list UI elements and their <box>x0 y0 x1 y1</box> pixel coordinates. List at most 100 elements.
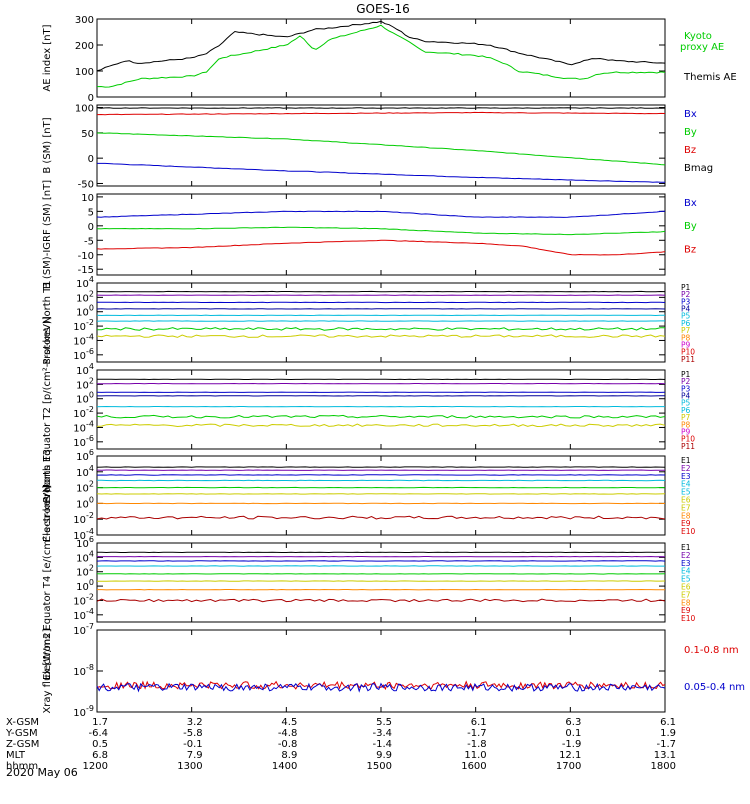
orbit-cell: -1.8 <box>467 739 487 750</box>
y-tick-label: 0 <box>88 93 94 104</box>
y-tick-label: 10-6 <box>73 347 94 362</box>
orbit-cell: -0.8 <box>278 739 298 750</box>
y-tick-label: 10-2 <box>73 511 94 526</box>
orbit-cell: -1.7 <box>656 739 676 750</box>
series-line-bmag <box>97 108 665 109</box>
series-line-bx <box>97 163 665 182</box>
legend-entry-e10: E10 <box>681 614 696 623</box>
y-tick-label: -5 <box>84 236 94 247</box>
y-axis-label: AE index [nT] <box>42 24 53 91</box>
orbit-row-label: Z-GSM <box>6 739 39 750</box>
legend-entry-kyoto: Kyoto <box>684 31 712 42</box>
y-tick-label: -50 <box>78 179 94 190</box>
y-tick-label: 102 <box>76 564 94 579</box>
y-tick-label: 50 <box>81 129 94 140</box>
orbit-cell: -1.7 <box>467 728 487 739</box>
legend-entry-p11: P11 <box>681 442 695 451</box>
y-tick-label: 100 <box>76 304 94 319</box>
y-tick-label: 100 <box>76 391 94 406</box>
orbit-cell: 13.1 <box>654 750 676 761</box>
y-tick-label: 100 <box>75 67 94 78</box>
orbit-cell: 1200 <box>83 761 108 772</box>
panel-frame <box>97 456 665 535</box>
legend-entry-xray: 0.1-0.8 nm <box>684 645 739 656</box>
orbit-row-label: Y-GSM <box>5 728 38 739</box>
orbit-cell: 9.9 <box>376 750 392 761</box>
y-tick-label: 100 <box>75 104 94 115</box>
y-tick-label: 10-9 <box>73 704 94 719</box>
orbit-cell: 1700 <box>556 761 581 772</box>
series-line-e8 <box>97 599 665 602</box>
orbit-cell: 1600 <box>461 761 486 772</box>
orbit-cell: 0.1 <box>565 728 581 739</box>
legend-entry-e10: E10 <box>681 527 696 536</box>
orbit-cell: -1.9 <box>562 739 582 750</box>
y-axis-label: B (SM) [nT] <box>42 117 53 173</box>
y-tick-label: 106 <box>76 448 94 463</box>
series-line-p7 <box>97 328 665 331</box>
y-tick-label: 10-2 <box>73 318 94 333</box>
orbit-row-label: X-GSM <box>6 717 39 728</box>
orbit-cell: 1800 <box>651 761 676 772</box>
y-tick-label: 10-6 <box>73 434 94 449</box>
y-tick-label: 102 <box>76 376 94 391</box>
orbit-cell: -6.4 <box>88 728 108 739</box>
y-tick-label: 102 <box>76 480 94 495</box>
orbit-table: X-GSMY-GSMZ-GSMMLThhmm1.7-6.40.56.812003… <box>5 717 676 772</box>
orbit-cell: -4.8 <box>278 728 298 739</box>
legend-entry-by: By <box>684 127 697 138</box>
y-tick-label: 10-4 <box>73 607 94 622</box>
y-tick-label: 10-4 <box>73 419 94 434</box>
y-tick-label: 104 <box>76 549 94 564</box>
y-axis-label: B (SM)-IGRF (SM) [nT] <box>42 180 53 289</box>
orbit-cell: 1.9 <box>660 728 676 739</box>
panel-frame <box>97 630 665 712</box>
y-tick-label: 10-4 <box>73 332 94 347</box>
y-tick-label: 10 <box>81 193 94 204</box>
legend-entry-by: By <box>684 221 697 232</box>
series-line-e8 <box>97 516 665 519</box>
orbit-cell: 6.3 <box>565 717 581 728</box>
orbit-cell: -3.4 <box>372 728 392 739</box>
orbit-cell: 0.5 <box>92 739 108 750</box>
orbit-cell: 11.0 <box>464 750 486 761</box>
orbit-cell: 12.1 <box>559 750 581 761</box>
series-line-bz <box>97 240 665 255</box>
orbit-cell: 6.1 <box>660 717 676 728</box>
panel-frame <box>97 19 665 97</box>
legend-entry-p11: P11 <box>681 355 695 364</box>
orbit-cell: -5.8 <box>183 728 203 739</box>
date-label: 2020 May 06 <box>6 766 78 779</box>
orbit-cell: 3.2 <box>187 717 203 728</box>
legend-entry-bx: Bx <box>684 109 697 120</box>
y-tick-label: 10-2 <box>73 405 94 420</box>
panel-frame <box>97 543 665 622</box>
y-tick-label: 100 <box>76 578 94 593</box>
series-line-kyoto-proxy-ae <box>97 25 665 87</box>
y-tick-label: 10-2 <box>73 592 94 607</box>
legend-entry-bz: Bz <box>684 145 696 156</box>
orbit-cell: 6.1 <box>471 717 487 728</box>
y-tick-label: 104 <box>76 362 94 377</box>
y-tick-label: 300 <box>75 15 94 26</box>
y-tick-label: -10 <box>78 251 94 262</box>
y-tick-label: 10-7 <box>73 622 94 637</box>
orbit-cell: 1500 <box>367 761 392 772</box>
orbit-cell: 7.9 <box>187 750 203 761</box>
orbit-cell: -0.1 <box>183 739 203 750</box>
legend-entry-xray: 0.05-0.4 nm <box>684 682 745 693</box>
y-tick-label: 0 <box>88 154 94 165</box>
legend-entry-themis-ae: Themis AE <box>683 72 737 83</box>
legend-entry-bx: Bx <box>684 198 697 209</box>
y-tick-label: 100 <box>76 495 94 510</box>
orbit-cell: 6.8 <box>92 750 108 761</box>
y-axis-label: Xray flux [W/m2] <box>42 628 53 713</box>
